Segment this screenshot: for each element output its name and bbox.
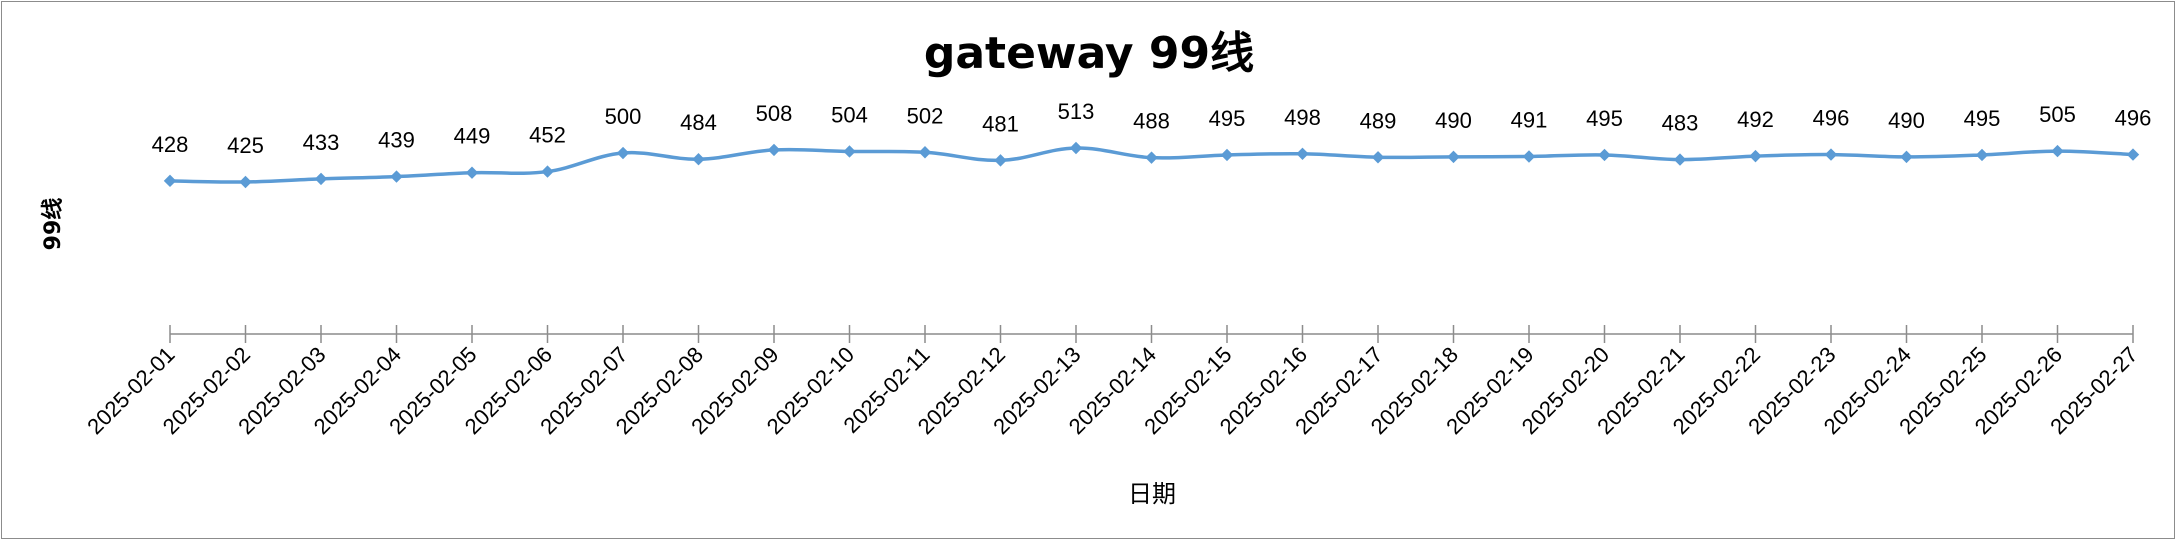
data-label: 502 (907, 103, 944, 128)
data-point (616, 146, 630, 160)
data-label: 500 (605, 104, 642, 129)
data-point (314, 172, 328, 186)
data-labels: 428 425 433 439 449 452 500 484 508 504 502 481 513 4… (152, 99, 2152, 158)
y-axis-label: 99线 (40, 198, 66, 251)
data-label: 513 (1058, 99, 1095, 124)
data-point (1824, 148, 1838, 161)
data-point (163, 174, 177, 188)
data-point (1975, 148, 1989, 162)
data-label: 433 (303, 130, 340, 155)
data-point (2051, 144, 2064, 158)
data-point (994, 154, 1007, 167)
data-point (390, 170, 403, 183)
data-point (541, 165, 554, 178)
data-point (1296, 147, 1309, 161)
data-label: 428 (152, 132, 189, 157)
data-point (1371, 151, 1385, 164)
data-point (1673, 153, 1687, 166)
data-label: 449 (454, 124, 491, 149)
data-label: 484 (680, 110, 717, 135)
data-point (1522, 150, 1536, 163)
data-label: 508 (756, 101, 793, 126)
data-label: 490 (1435, 108, 1472, 133)
data-point (843, 145, 856, 158)
data-point (692, 152, 705, 166)
data-label: 439 (378, 128, 415, 153)
data-point (1145, 151, 1158, 164)
x-tick-labels: 2025-02-012025-02-022025-02-032025-02-04… (82, 342, 2142, 439)
data-label: 495 (1209, 106, 1246, 131)
chart-title: gateway 99线 (924, 28, 1254, 79)
data-point (1069, 141, 1083, 155)
data-point (465, 166, 479, 179)
data-label: 495 (1964, 106, 2001, 131)
data-point (1220, 148, 1234, 162)
data-label: 452 (529, 123, 566, 148)
data-point (2126, 148, 2140, 161)
series-markers (163, 141, 2140, 189)
data-point (1900, 150, 1913, 164)
data-label: 483 (1662, 111, 1699, 136)
data-point (1749, 149, 1762, 163)
data-label: 481 (982, 111, 1019, 136)
x-axis-label: 日期 (1128, 480, 1176, 508)
data-label: 505 (2039, 102, 2076, 127)
data-point (1447, 150, 1460, 164)
data-point (918, 146, 932, 159)
data-label: 504 (831, 102, 868, 127)
data-point (767, 143, 781, 157)
data-label: 490 (1888, 108, 1925, 133)
x-axis (169, 325, 2134, 343)
data-label: 488 (1133, 109, 1170, 134)
data-point (239, 175, 252, 189)
data-label: 492 (1737, 107, 1774, 132)
data-label: 498 (1284, 105, 1321, 130)
data-label: 495 (1586, 106, 1623, 131)
data-label: 425 (227, 133, 264, 158)
data-label: 489 (1360, 108, 1397, 133)
data-label: 491 (1511, 108, 1548, 133)
data-label: 496 (1813, 106, 1850, 131)
data-point (1598, 148, 1611, 162)
data-label: 496 (2115, 106, 2152, 131)
